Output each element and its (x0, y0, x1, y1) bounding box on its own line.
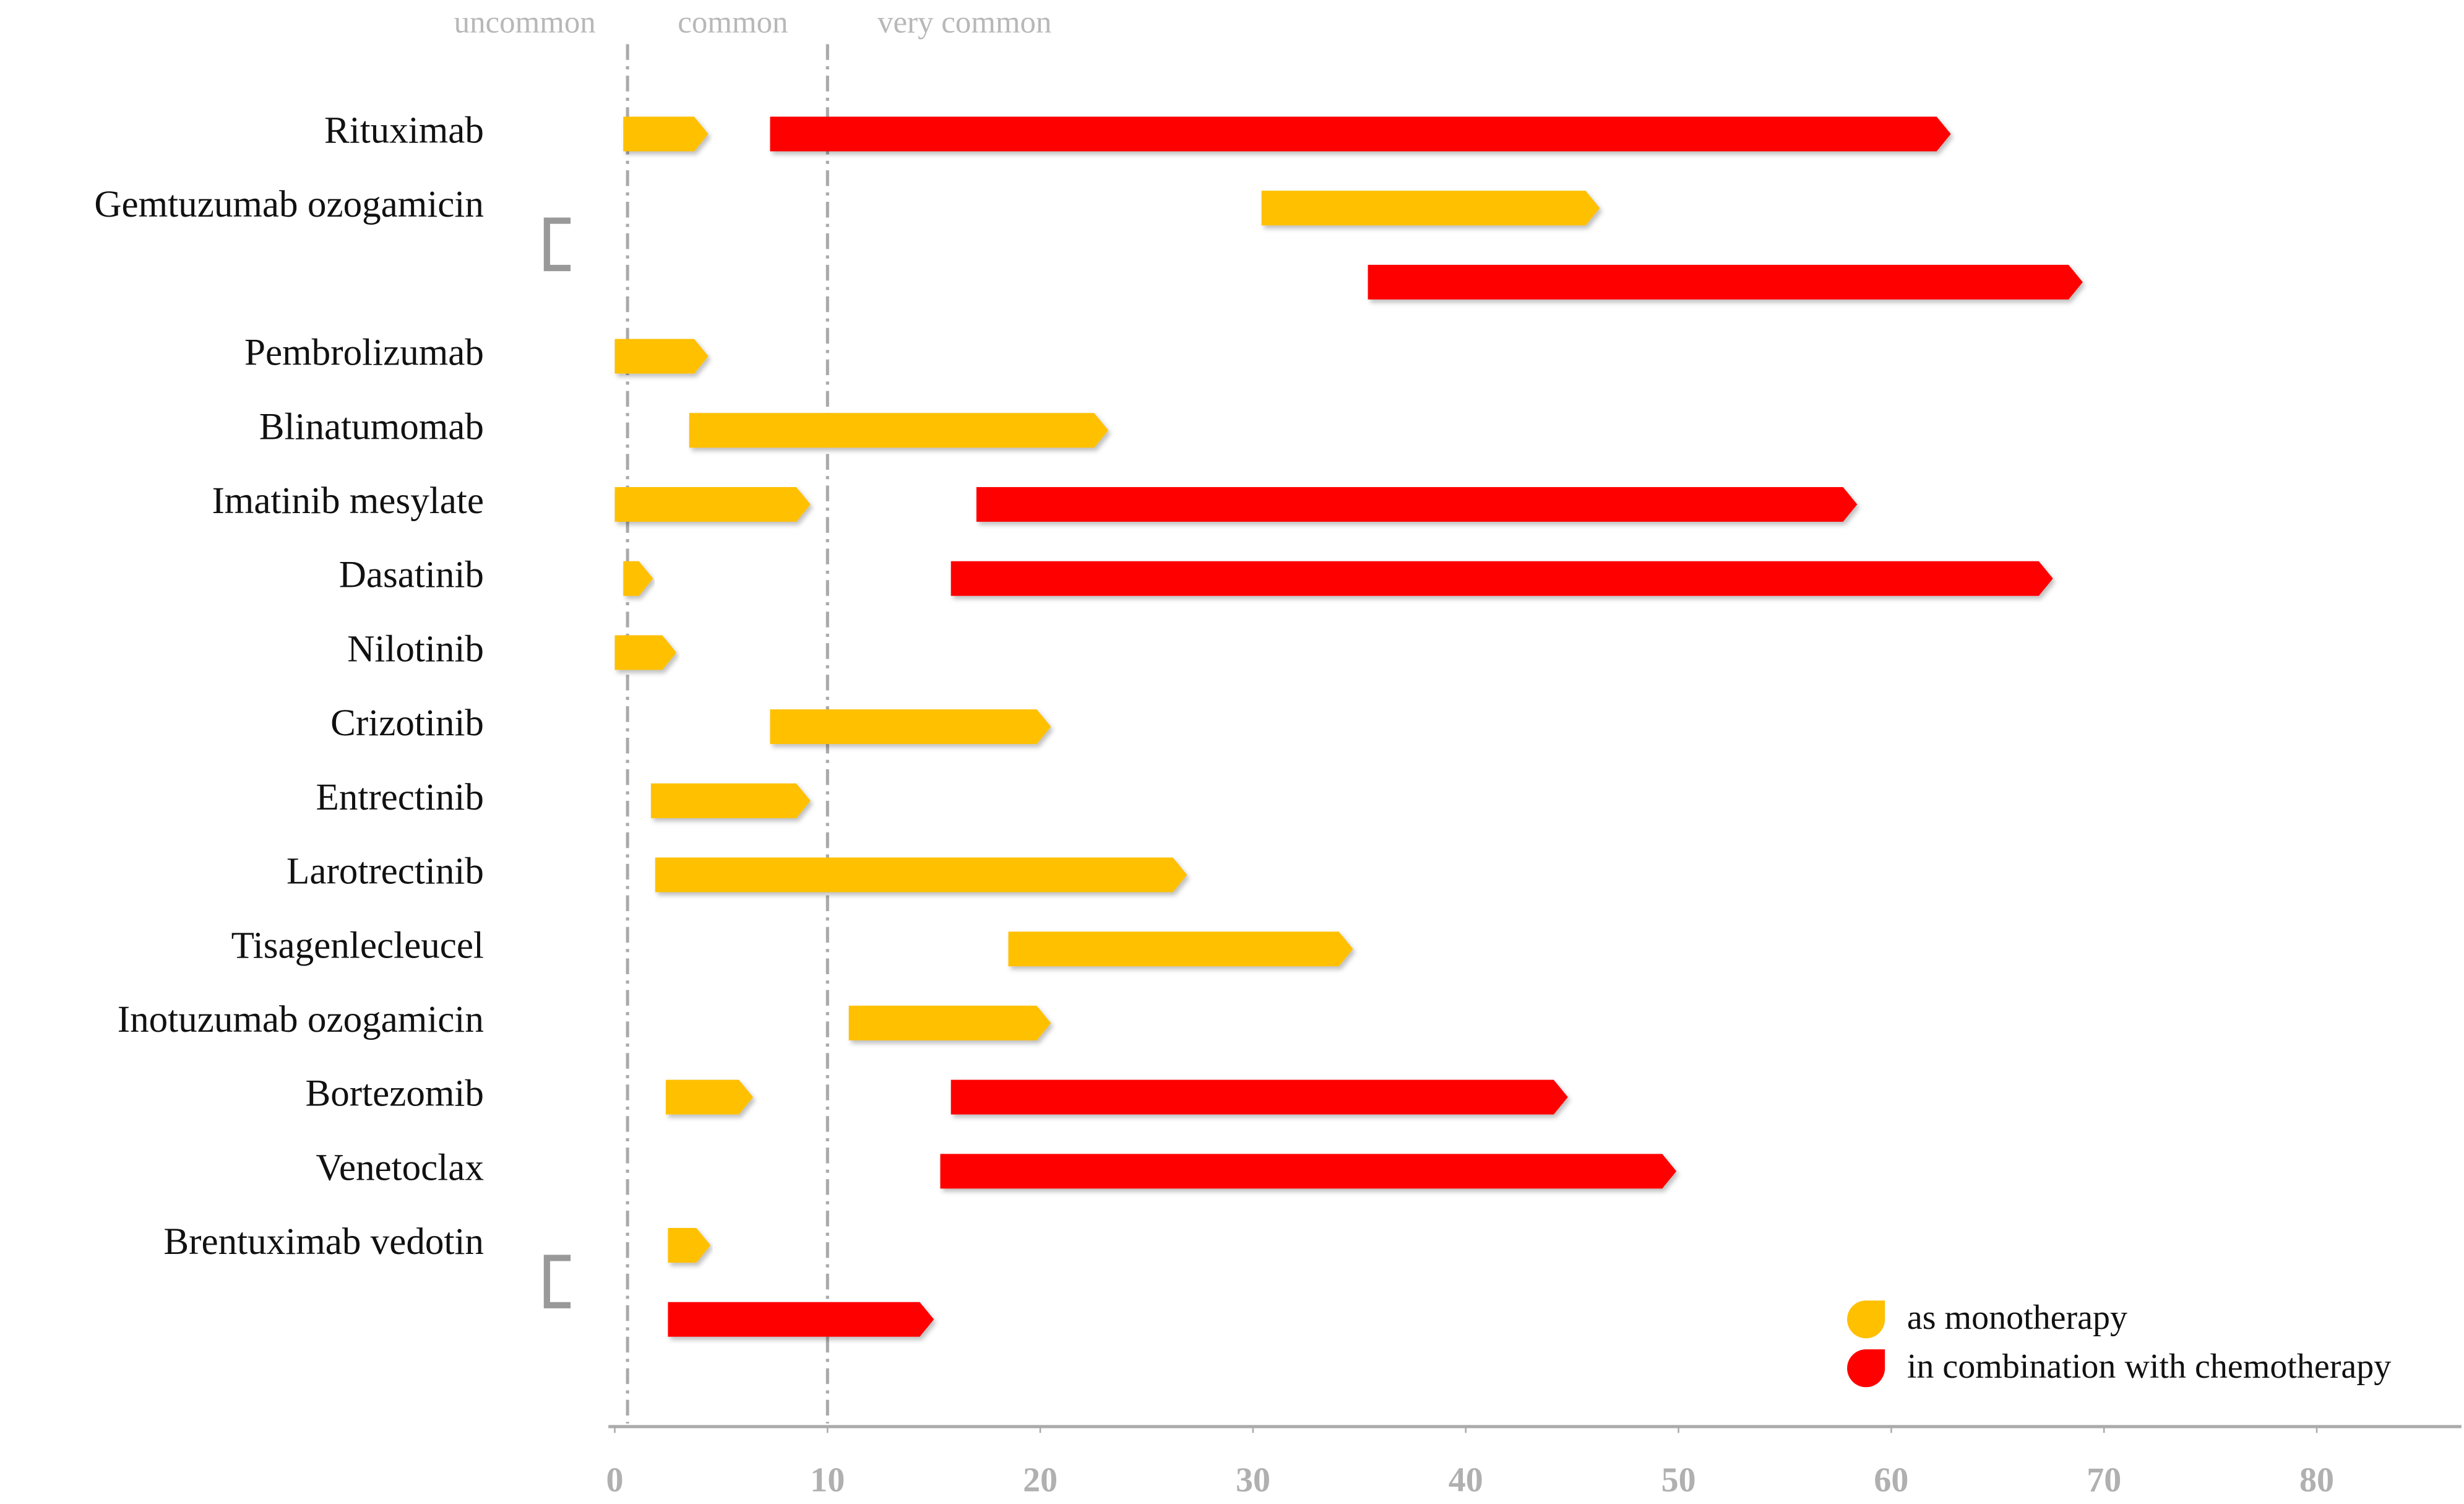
bar (614, 486, 811, 522)
category-label: Pembrolizumab (244, 332, 484, 374)
bar (848, 1005, 1051, 1040)
category-label: Rituximab (324, 110, 484, 152)
bar (614, 635, 677, 670)
bar (666, 1079, 753, 1115)
category-label: Crizotinib (330, 702, 484, 744)
bar (770, 116, 1951, 152)
bracket (543, 1255, 571, 1308)
category-label: Bortezomib (305, 1073, 484, 1115)
bar (770, 709, 1051, 745)
category-label: Blinatumomab (259, 406, 484, 447)
x-tick-label: 60 (1874, 1461, 1908, 1499)
legend-swatch (1847, 1349, 1885, 1388)
x-tick-label: 0 (606, 1461, 623, 1499)
bar (1008, 931, 1353, 967)
x-tick-label: 40 (1449, 1461, 1483, 1499)
x-tick-label: 20 (1023, 1461, 1058, 1499)
bracket (543, 217, 571, 272)
bar (976, 486, 1858, 522)
category-label: Gemtuzumab ozogamicin (94, 184, 484, 225)
frequency-label: uncommon (454, 5, 596, 40)
category-label: Entrectinib (316, 777, 484, 818)
bar (614, 339, 709, 374)
x-tick-label: 30 (1236, 1461, 1270, 1499)
x-tick-label: 50 (1661, 1461, 1696, 1499)
bar (668, 1302, 934, 1337)
category-label: Imatinib mesylate (212, 480, 484, 522)
category-label: Tisagenlecleucel (231, 925, 484, 966)
bar (940, 1154, 1677, 1189)
x-tick-label: 80 (2299, 1461, 2334, 1499)
bar (650, 783, 811, 818)
legend-label: in combination with chemotherapy (1907, 1347, 2391, 1386)
frequency-label: very common (877, 5, 1051, 40)
frequency-label: common (678, 5, 788, 40)
bar (668, 1228, 711, 1263)
x-tick-label: 10 (810, 1461, 845, 1499)
legend-label: as monotherapy (1907, 1299, 2127, 1337)
bar (689, 413, 1109, 448)
bar (1368, 264, 2083, 300)
bar (623, 116, 709, 152)
category-label: Venetoclax (316, 1147, 484, 1188)
bar (655, 857, 1187, 892)
category-label: Nilotinib (347, 628, 484, 670)
x-tick-label: 70 (2087, 1461, 2121, 1499)
bar (950, 1079, 1568, 1115)
category-label: Larotrectinib (286, 851, 484, 892)
category-label: Inotuzumab ozogamicin (118, 999, 484, 1040)
category-label: Brentuximab vedotin (163, 1221, 484, 1263)
legend-swatch (1847, 1300, 1885, 1339)
bar (950, 561, 2053, 596)
category-label: Dasatinib (339, 555, 484, 596)
bar (1261, 191, 1600, 226)
bar (623, 561, 653, 596)
